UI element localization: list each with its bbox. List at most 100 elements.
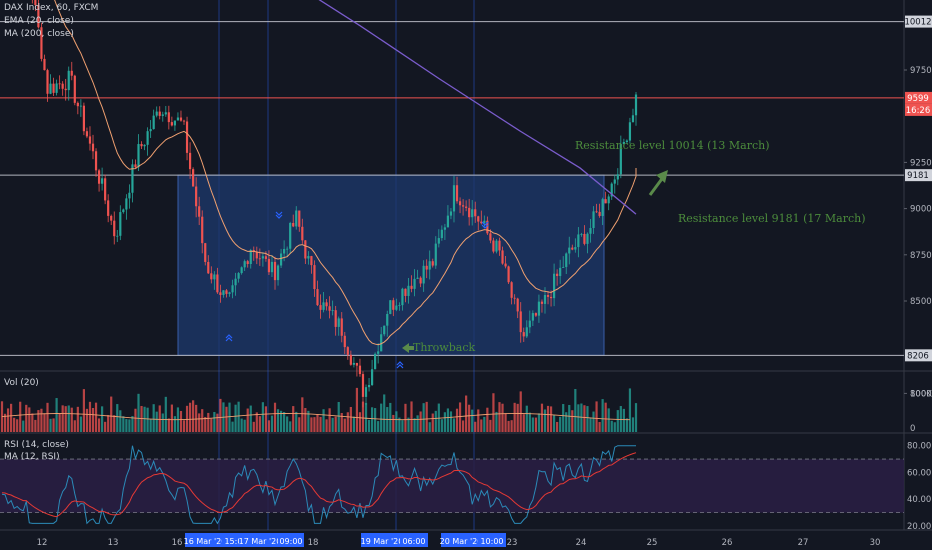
candle-body (216, 274, 219, 293)
volume-bar (358, 412, 362, 432)
volume-bar (97, 418, 101, 432)
resistance-upper-annotation: Resistance level 10014 (13 March) (575, 139, 770, 152)
candle-body (631, 115, 635, 123)
candle-body (94, 151, 98, 171)
candle-body (380, 334, 383, 352)
candle-body (474, 209, 477, 217)
volume-bar (425, 401, 428, 432)
volume-bar (28, 407, 31, 432)
candle-body (401, 288, 404, 306)
candle-body (228, 292, 231, 294)
volume-bar (328, 408, 331, 432)
price-axis-label: 9750 (910, 66, 932, 76)
candle-body (319, 305, 322, 310)
volume-bar (295, 411, 298, 432)
candle-body (198, 206, 201, 217)
rsi-band (0, 459, 904, 513)
ema-legend: EMA (20, close) (4, 16, 74, 26)
candle-body (574, 247, 577, 250)
consolidation-box (177, 174, 605, 356)
volume-bar (501, 403, 504, 432)
candle-body (164, 112, 167, 115)
volume-bar (22, 420, 25, 432)
volume-bar (440, 419, 443, 432)
candle-body (346, 347, 349, 355)
candle-body (91, 143, 95, 152)
volume-bar (562, 404, 565, 432)
candle-body (310, 256, 313, 266)
volume-bar (25, 404, 28, 432)
volume-bar (319, 416, 322, 432)
candle-body (204, 243, 207, 262)
volume-bar (471, 409, 474, 432)
volume-bar (543, 409, 547, 432)
rsi-line (1, 445, 636, 525)
volume-bar (264, 406, 268, 432)
volume-bar (510, 420, 513, 432)
volume-bar (146, 407, 149, 432)
candle-body (70, 70, 73, 76)
time-highlight-tag: 09:00 (279, 537, 302, 546)
candle-body (185, 121, 189, 153)
candle-body (304, 240, 307, 259)
time-axis-label: 13 (108, 538, 119, 548)
volume-ma-line (1, 413, 630, 421)
volume-bar (267, 420, 271, 432)
time-highlight-tag: 17 Mar '20 (239, 537, 282, 546)
volume-bar (301, 397, 304, 432)
time-highlight-tag-bg (278, 533, 304, 547)
volume-bar (113, 415, 116, 432)
candle-body (61, 83, 64, 89)
candle-body (313, 265, 316, 290)
candle-body (455, 185, 459, 202)
volume-bar (249, 405, 252, 432)
volume-bar (504, 413, 507, 432)
candle-body (331, 310, 334, 311)
candle-body (407, 285, 410, 296)
candle-body (540, 301, 544, 304)
volume-bar (270, 415, 274, 432)
volume-bar (361, 401, 365, 432)
price-badge-current-bg (905, 91, 932, 104)
volume-bar (601, 399, 604, 432)
candle-body (625, 140, 628, 142)
candle-body (328, 306, 331, 311)
candle-body (213, 274, 216, 280)
time-axis-label: 23 (507, 538, 518, 548)
volume-bar (37, 410, 40, 432)
volume-bar (210, 418, 213, 432)
time-highlight-tag: 20 Mar '20 (440, 537, 483, 546)
volume-bar (534, 417, 537, 432)
candle-body (628, 122, 632, 141)
price-axis-label: 8750 (910, 251, 932, 261)
candle-body (519, 311, 522, 333)
volume-bar (343, 418, 346, 432)
candle-body (531, 313, 534, 321)
volume-bar (310, 417, 313, 432)
volume-bar (283, 412, 286, 432)
chevron-up-icon (396, 361, 404, 369)
candle-body (298, 210, 301, 227)
volume-bar (507, 420, 510, 432)
volume-axis-label: 0 (910, 424, 915, 434)
volume-bar (185, 405, 189, 432)
candle-body (143, 144, 146, 147)
time-axis-label: 16 (172, 538, 183, 548)
volume-bar (137, 393, 140, 432)
ma200-line (318, 0, 637, 215)
volume-bar (498, 402, 501, 432)
volume-bar (486, 407, 489, 432)
candle-body (559, 267, 562, 277)
candle-body (279, 253, 283, 266)
time-axis-label: 30 (870, 538, 881, 548)
volume-bar (428, 422, 431, 432)
symbol-title: DAX Index, 60, FXCM (4, 3, 99, 13)
volume-bar (622, 408, 625, 432)
volume-bar (192, 400, 195, 432)
candle-body (613, 179, 616, 184)
candle-body (97, 170, 101, 184)
time-axis-label: 27 (798, 538, 809, 548)
volume-bar (404, 403, 407, 432)
candle-body (125, 198, 128, 210)
